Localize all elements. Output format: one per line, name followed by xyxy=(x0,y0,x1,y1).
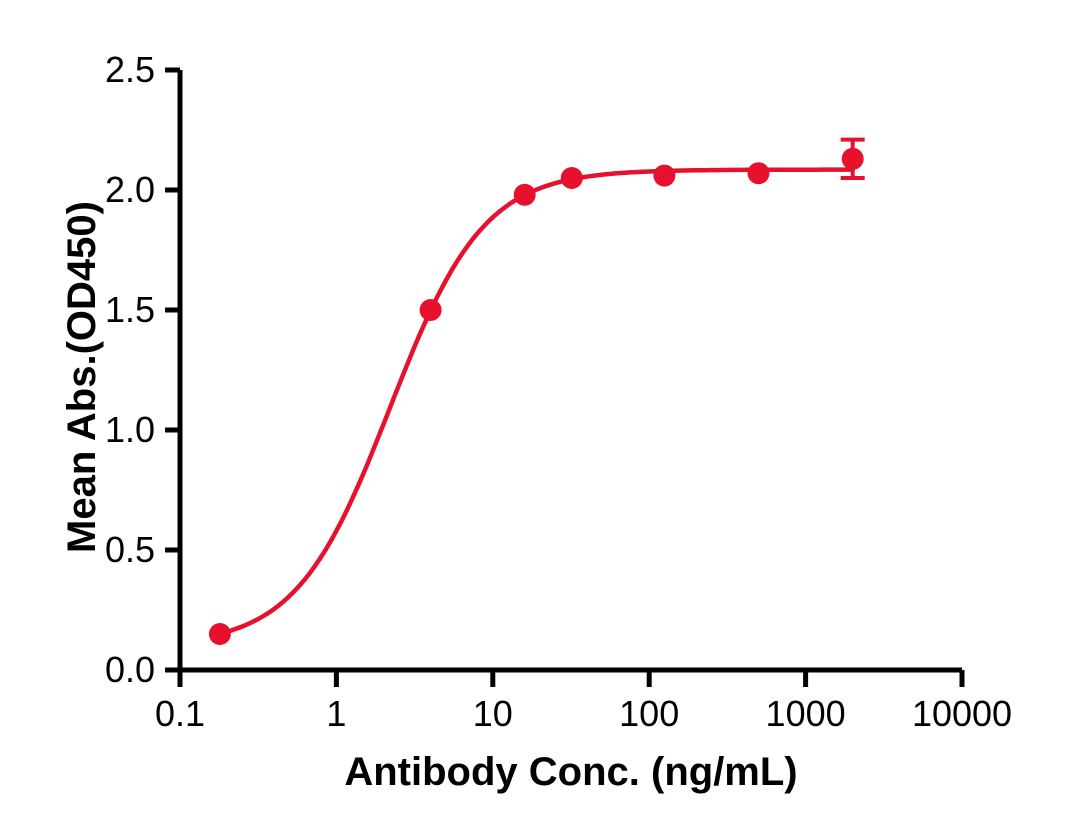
x-tick-label: 10000 xyxy=(912,693,1012,734)
y-tick-label: 0.0 xyxy=(105,649,155,690)
data-point xyxy=(419,299,442,321)
x-tick-label: 1000 xyxy=(766,693,846,734)
y-tick-label: 2.0 xyxy=(105,169,155,210)
x-tick-label: 10 xyxy=(473,693,513,734)
y-tick-label: 0.5 xyxy=(105,529,155,570)
data-point xyxy=(208,623,231,645)
plot-area: 0.0 0.5 1.0 1.5 2.0 2.5 0.1 1 10 100 1000 10000 xyxy=(105,49,1012,734)
x-tick-label: 1 xyxy=(326,693,346,734)
y-axis-title: Mean Abs.(OD450) xyxy=(60,201,104,553)
x-tick-label: 0.1 xyxy=(155,693,205,734)
data-point xyxy=(653,164,676,187)
data-point xyxy=(841,147,864,170)
x-tick-label: 100 xyxy=(619,693,679,734)
data-point xyxy=(560,167,583,189)
y-tick-label: 2.5 xyxy=(105,49,155,90)
data-point xyxy=(513,183,536,206)
y-tick-label: 1.0 xyxy=(105,409,155,450)
fit-curve xyxy=(217,167,855,636)
data-point xyxy=(747,162,770,185)
y-tick-label: 1.5 xyxy=(105,289,155,330)
x-axis-title: Antibody Conc. (ng/mL) xyxy=(344,750,797,794)
